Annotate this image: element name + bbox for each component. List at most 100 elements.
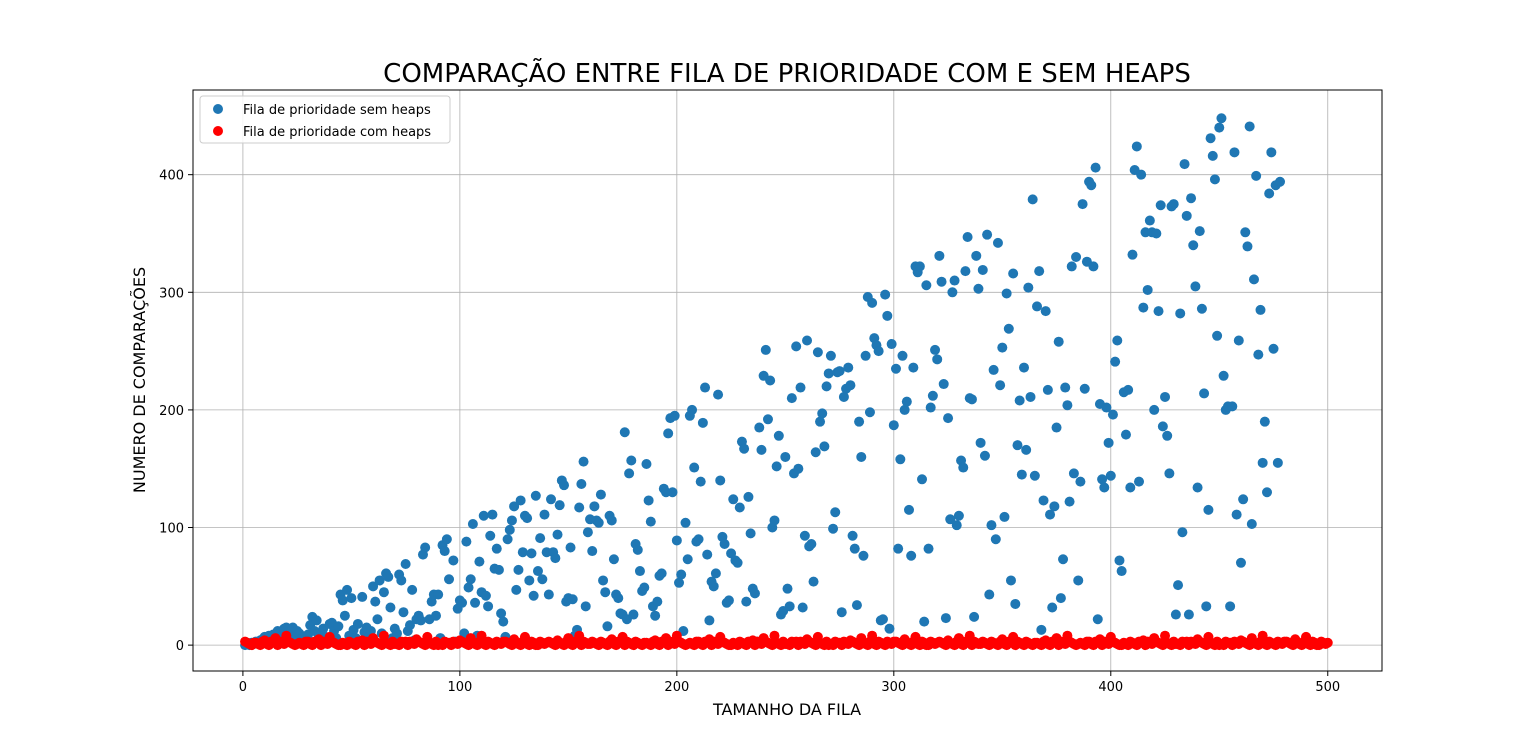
data-point-sem-heaps [1120, 429, 1131, 440]
data-point-sem-heaps [457, 597, 468, 608]
data-point-sem-heaps [370, 596, 381, 607]
data-point-sem-heaps [1162, 430, 1173, 441]
data-point-sem-heaps [1199, 388, 1210, 399]
data-point-sem-heaps [960, 266, 971, 277]
data-point-sem-heaps [613, 593, 624, 604]
data-point-sem-heaps [1010, 598, 1021, 609]
data-point-sem-heaps [578, 456, 589, 467]
data-point-sem-heaps [904, 504, 915, 515]
data-point-sem-heaps [565, 542, 576, 553]
data-point-sem-heaps [739, 443, 750, 454]
data-point-sem-heaps [346, 593, 357, 604]
data-point-sem-heaps [1088, 261, 1099, 272]
data-point-sem-heaps [893, 543, 904, 554]
data-point-sem-heaps [732, 557, 743, 568]
data-point-sem-heaps [969, 611, 980, 622]
data-point-sem-heaps [782, 583, 793, 594]
data-point-sem-heaps [700, 382, 711, 393]
data-point-sem-heaps [491, 543, 502, 554]
data-point-sem-heaps [463, 582, 474, 593]
data-point-sem-heaps [982, 229, 993, 240]
data-point-sem-heaps [582, 527, 593, 538]
data-point-sem-heaps [858, 550, 869, 561]
data-point-sem-heaps [1068, 468, 1079, 479]
data-point-sem-heaps [708, 581, 719, 592]
data-point-sem-heaps [530, 490, 541, 501]
data-point-sem-heaps [728, 494, 739, 505]
data-point-sem-heaps [511, 584, 522, 595]
data-point-sem-heaps [1123, 384, 1134, 395]
data-point-sem-heaps [914, 261, 925, 272]
data-point-sem-heaps [1066, 261, 1077, 272]
data-point-sem-heaps [626, 455, 637, 466]
data-point-sem-heaps [1008, 268, 1019, 279]
data-point-sem-heaps [975, 437, 986, 448]
data-point-sem-heaps [1071, 252, 1082, 263]
data-point-sem-heaps [1125, 482, 1136, 493]
data-point-sem-heaps [741, 596, 752, 607]
data-point-sem-heaps [951, 520, 962, 531]
data-point-sem-heaps [901, 396, 912, 407]
data-point-sem-heaps [786, 393, 797, 404]
data-point-sem-heaps [882, 310, 893, 321]
data-point-sem-heaps [1183, 609, 1194, 620]
data-point-sem-heaps [567, 594, 578, 605]
data-point-sem-heaps [919, 616, 930, 627]
data-point-sem-heaps [674, 577, 685, 588]
data-point-sem-heaps [1060, 382, 1071, 393]
x-tick-label: 500 [1315, 680, 1340, 695]
data-point-sem-heaps [687, 404, 698, 415]
data-point-sem-heaps [506, 515, 517, 526]
data-point-sem-heaps [433, 589, 444, 600]
data-point-sem-heaps [819, 441, 830, 452]
data-point-sem-heaps [984, 589, 995, 600]
data-point-sem-heaps [884, 623, 895, 634]
data-point-sem-heaps [845, 380, 856, 391]
legend-label-sem-heaps: Fila de prioridade sem heaps [243, 103, 431, 118]
data-point-sem-heaps [485, 530, 496, 541]
data-point-sem-heaps [498, 616, 509, 627]
data-point-sem-heaps [1025, 391, 1036, 402]
data-point-sem-heaps [906, 550, 917, 561]
data-point-com-heaps [1257, 630, 1268, 641]
data-point-sem-heaps [943, 413, 954, 424]
data-point-sem-heaps [1090, 162, 1101, 173]
data-point-sem-heaps [966, 394, 977, 405]
data-point-sem-heaps [532, 566, 543, 577]
data-point-sem-heaps [756, 444, 767, 455]
data-point-sem-heaps [682, 554, 693, 565]
data-point-sem-heaps [515, 495, 526, 506]
data-point-sem-heaps [795, 382, 806, 393]
data-point-sem-heaps [639, 582, 650, 593]
data-point-sem-heaps [576, 478, 587, 489]
data-point-sem-heaps [383, 571, 394, 582]
data-point-sem-heaps [1257, 457, 1268, 468]
data-point-sem-heaps [1225, 601, 1236, 612]
data-point-sem-heaps [1262, 487, 1273, 498]
data-point-sem-heaps [715, 475, 726, 486]
data-point-sem-heaps [1086, 180, 1097, 191]
data-point-sem-heaps [656, 568, 667, 579]
data-point-sem-heaps [378, 587, 389, 598]
data-point-sem-heaps [849, 543, 860, 554]
data-point-sem-heaps [680, 517, 691, 528]
data-point-sem-heaps [478, 510, 489, 521]
data-point-sem-heaps [645, 516, 656, 527]
data-point-sem-heaps [697, 417, 708, 428]
data-point-sem-heaps [1242, 241, 1253, 252]
data-point-sem-heaps [958, 462, 969, 473]
data-point-sem-heaps [1248, 274, 1259, 285]
data-point-sem-heaps [1272, 457, 1283, 468]
data-point-sem-heaps [762, 414, 773, 425]
data-point-sem-heaps [930, 344, 941, 355]
data-point-sem-heaps [990, 534, 1001, 545]
data-point-sem-heaps [526, 548, 537, 559]
data-point-sem-heaps [509, 501, 520, 512]
data-point-sem-heaps [461, 536, 472, 547]
data-point-sem-heaps [1116, 566, 1127, 577]
data-point-sem-heaps [1107, 409, 1118, 420]
y-axis-label: NUMERO DE COMPARAÇÕES [130, 267, 149, 493]
data-point-sem-heaps [652, 596, 663, 607]
data-point-sem-heaps [496, 608, 507, 619]
data-point-sem-heaps [1051, 422, 1062, 433]
